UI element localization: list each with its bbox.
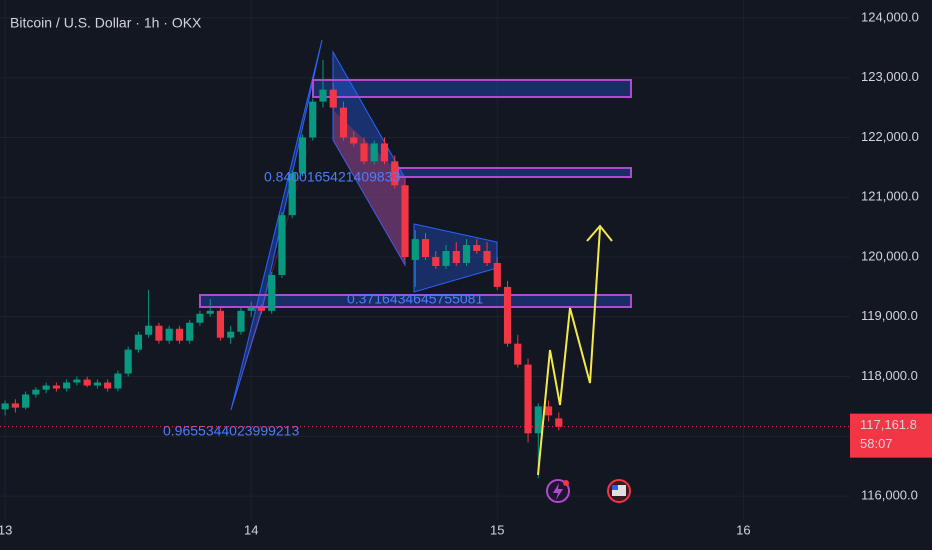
- y-tick-label: 122,000.0: [861, 129, 919, 144]
- candle-body: [432, 257, 440, 266]
- candle-body: [114, 373, 122, 389]
- candle-body: [52, 385, 60, 389]
- candle-body: [83, 379, 91, 386]
- y-tick-label: 119,000.0: [861, 308, 918, 323]
- candle-body: [22, 394, 30, 408]
- projection-arrow: [586, 224, 613, 242]
- candle-body: [370, 143, 378, 162]
- candle-body: [309, 101, 317, 138]
- candle-body: [145, 325, 153, 335]
- pattern-fill: [333, 110, 405, 265]
- candle-body: [134, 334, 143, 350]
- candle-body: [206, 310, 214, 314]
- candle-body: [350, 137, 358, 144]
- candle-body: [227, 331, 235, 338]
- candle-body: [155, 325, 163, 341]
- ratio-label: 0.3716434645755081: [347, 291, 483, 307]
- projection-path: [537, 227, 601, 476]
- candle-body: [165, 328, 173, 341]
- candle-body: [462, 245, 471, 263]
- badge: [563, 480, 569, 486]
- candle-body: [196, 313, 204, 323]
- candle-body: [473, 245, 481, 252]
- drawings: [199, 39, 632, 411]
- y-tick-label: 120,000.0: [861, 248, 919, 263]
- candle-body: [257, 307, 266, 311]
- candle-body: [534, 406, 542, 434]
- countdown: 58:07: [860, 436, 893, 451]
- chart-title: Bitcoin / U.S. Dollar · 1h · OKX: [10, 15, 202, 31]
- event-icon[interactable]: [607, 479, 631, 503]
- candle-body: [1, 403, 9, 410]
- candle-body: [514, 343, 522, 365]
- candle-body: [442, 251, 450, 266]
- candle-body: [391, 161, 399, 186]
- candle-body: [186, 322, 194, 341]
- candle-body: [104, 382, 112, 389]
- candle-body: [503, 286, 512, 344]
- candle-body: [380, 143, 389, 162]
- y-tick-label: 124,000.0: [861, 9, 919, 24]
- y-tick-label: 121,000.0: [861, 189, 919, 204]
- candle-body: [555, 418, 563, 427]
- candle-body: [339, 107, 348, 138]
- zone: [397, 167, 632, 178]
- axes: 116,000.0117,000.0118,000.0119,000.0120,…: [0, 9, 932, 537]
- ratio-label: 0.8400165421409833: [264, 169, 400, 185]
- candle-body: [63, 382, 71, 389]
- annotations: 0.8400165421409833 0.3716434645755081 0.…: [163, 169, 483, 439]
- last-price-box: [850, 413, 932, 458]
- pattern-fill: [231, 100, 322, 410]
- candles: [1, 59, 563, 479]
- candle-body: [11, 403, 19, 408]
- candle-body: [42, 385, 50, 390]
- last-price-label: 117,161.8: [860, 417, 917, 432]
- candle-body: [278, 215, 286, 275]
- candle-body: [411, 239, 419, 260]
- y-tick-label: 116,000.0: [861, 488, 918, 503]
- x-tick-label: 13: [0, 522, 12, 537]
- candle-body: [360, 143, 368, 162]
- candle-body: [319, 89, 327, 102]
- event-icon[interactable]: [546, 479, 570, 503]
- candle-body: [268, 274, 276, 311]
- x-tick-label: 15: [490, 522, 504, 537]
- candle-body: [32, 389, 40, 395]
- candle-body: [483, 251, 491, 263]
- candle-body: [452, 251, 460, 263]
- candle-body: [93, 382, 101, 386]
- candle-body: [124, 349, 132, 374]
- candle-body: [524, 364, 532, 434]
- candle-body: [329, 89, 337, 108]
- candle-body: [237, 310, 245, 332]
- x-tick-label: 16: [736, 522, 750, 537]
- ratio-label: 0.9655344023999213: [163, 423, 299, 439]
- candle-body: [421, 239, 430, 258]
- candle-body: [298, 137, 307, 174]
- lightning-icon: [553, 483, 563, 500]
- y-tick-label: 123,000.0: [861, 69, 919, 84]
- candle-body: [544, 406, 553, 416]
- grid: [0, 0, 850, 520]
- x-tick-label: 14: [244, 522, 258, 537]
- flag-icon: [612, 485, 626, 496]
- candle-body: [288, 173, 296, 216]
- zone: [199, 294, 632, 308]
- candle-body: [216, 310, 225, 338]
- candle-body: [401, 185, 409, 258]
- y-tick-label: 118,000.0: [861, 368, 918, 383]
- pattern-triangle: [332, 50, 406, 267]
- candle-body: [493, 262, 501, 287]
- zone: [312, 79, 632, 98]
- flag-icon: [612, 485, 618, 490]
- candle-body: [247, 307, 255, 311]
- candle-body: [73, 379, 81, 383]
- candle-body: [175, 328, 184, 341]
